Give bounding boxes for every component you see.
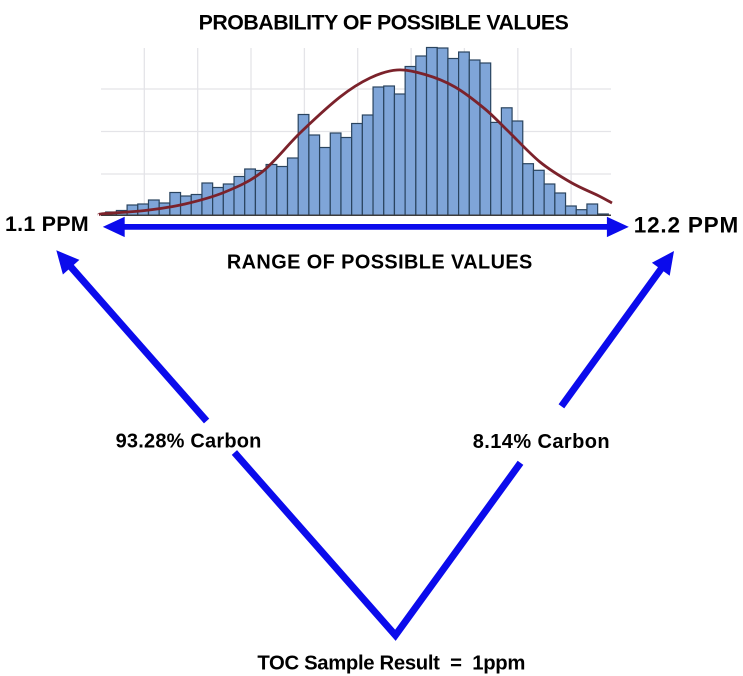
svg-text:8.14% Carbon: 8.14% Carbon [473,431,610,453]
svg-text:TOC Sample Result = 1ppm: TOC Sample Result = 1ppm [257,652,525,674]
svg-text:1.1 PPM: 1.1 PPM [5,212,89,236]
svg-text:RANGE OF POSSIBLE VALUES: RANGE OF POSSIBLE VALUES [227,251,533,273]
svg-text:93.28% Carbon: 93.28% Carbon [116,430,262,452]
svg-text:12.2 PPM: 12.2 PPM [634,212,739,237]
svg-text:PROBABILITY OF POSSIBLE VALUES: PROBABILITY OF POSSIBLE VALUES [199,11,569,35]
